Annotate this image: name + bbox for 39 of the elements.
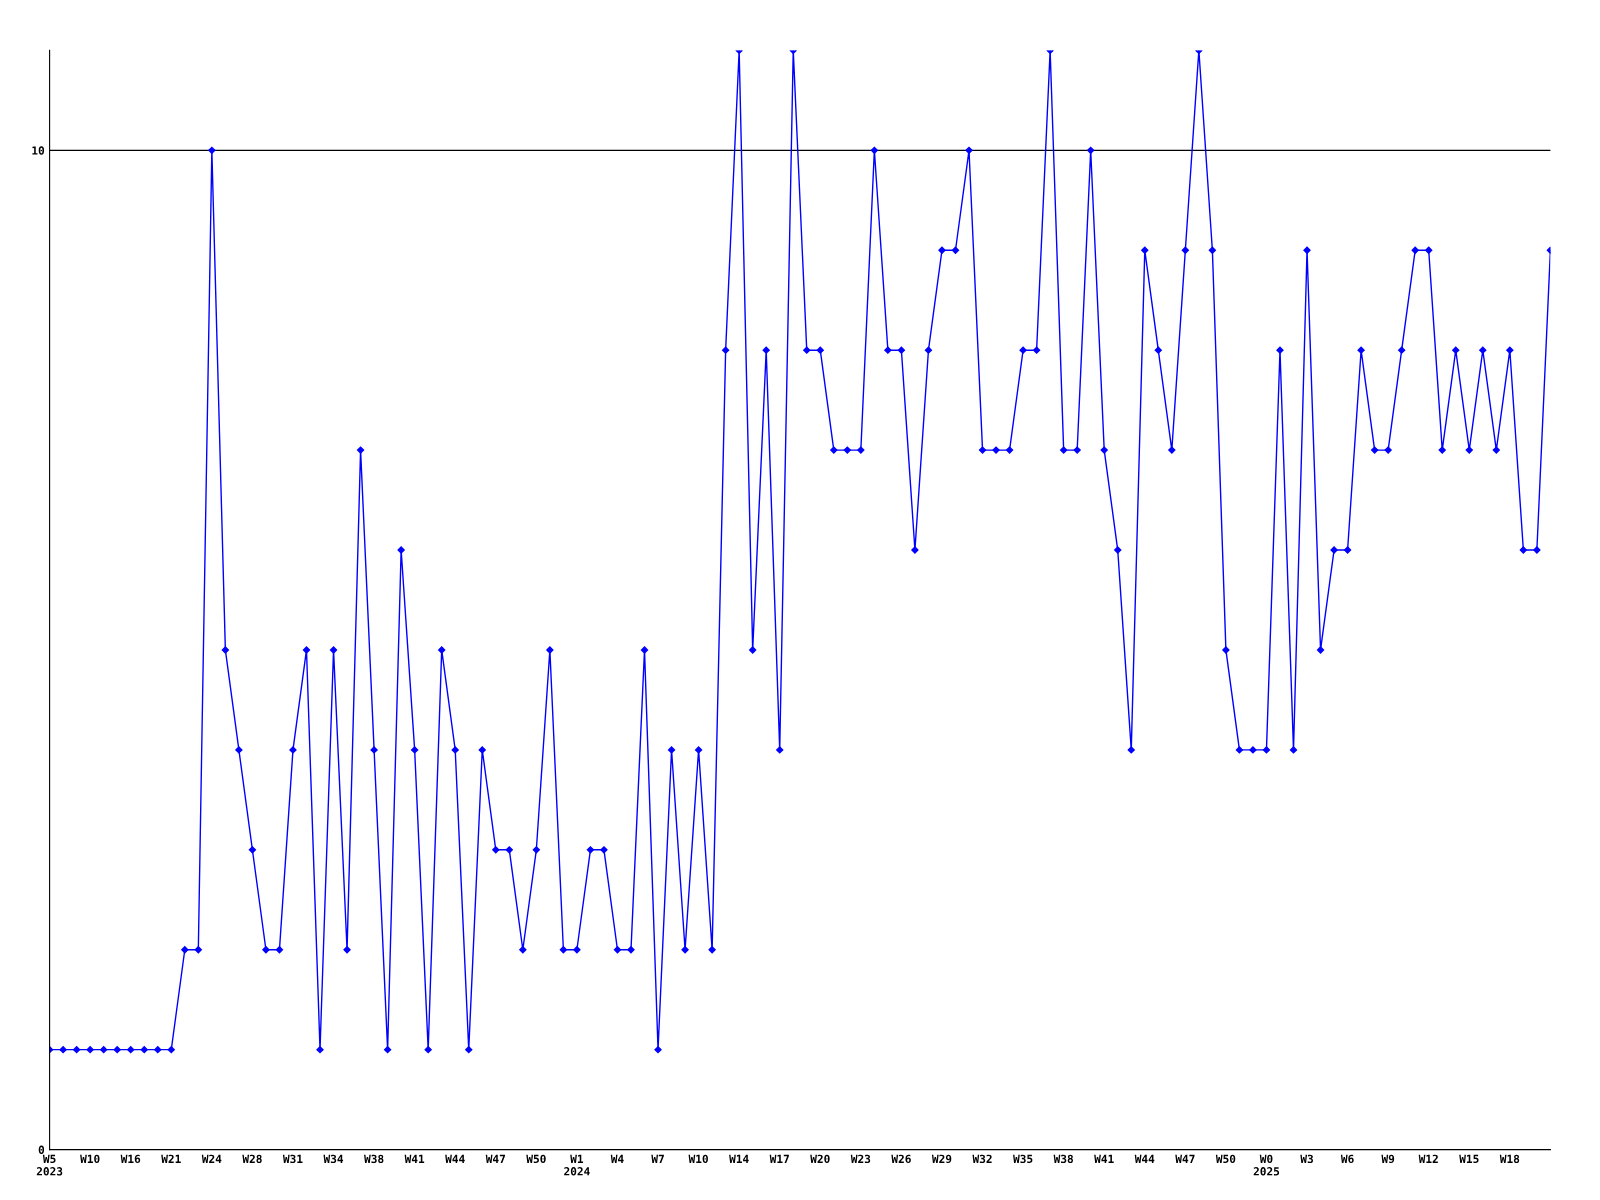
x-tick-label: W5 2023	[36, 1154, 63, 1176]
x-tick-label: W9	[1381, 1154, 1395, 1164]
x-tick-label: W50	[526, 1154, 546, 1164]
x-tick-label: W26	[891, 1154, 911, 1164]
x-tick-label: W29	[931, 1154, 952, 1164]
x-tick-label: W31	[282, 1154, 303, 1164]
x-tick-label: W10	[80, 1154, 100, 1164]
x-tick-label: W7	[651, 1154, 664, 1163]
x-tick-label: W28	[242, 1154, 262, 1164]
x-tick-label: W47	[485, 1154, 505, 1163]
x-tick-label: W0 2025	[1253, 1154, 1280, 1176]
x-tick-label: W21	[161, 1154, 181, 1163]
x-tick-label: W15	[1459, 1154, 1479, 1164]
x-tick-label: W4	[610, 1154, 624, 1163]
x-tick-label: W44	[445, 1154, 465, 1163]
x-tick-label: W3	[1300, 1154, 1313, 1164]
x-tick-label: W38	[1053, 1154, 1073, 1164]
x-tick-label: W6	[1340, 1154, 1354, 1164]
x-tick-label: W16	[120, 1154, 141, 1164]
x-tick-label: W14	[729, 1154, 749, 1163]
x-tick-label: W17	[769, 1154, 789, 1163]
x-tick-label: W34	[323, 1154, 344, 1164]
x-tick-label: W23	[850, 1154, 871, 1164]
x-tick-label: W44	[1134, 1154, 1155, 1163]
x-tick-label: W50	[1215, 1154, 1236, 1164]
x-tick-label: W41	[1094, 1154, 1114, 1163]
x-tick-label: W1 2024	[564, 1154, 590, 1176]
x-tick-label: W38	[364, 1154, 384, 1164]
x-tick-label: W10	[688, 1154, 708, 1164]
x-tick-label: W24	[201, 1154, 222, 1163]
x-tick-label: W18	[1499, 1154, 1520, 1164]
x-tick-label: W32	[972, 1154, 992, 1164]
x-tick-label: W41	[404, 1154, 425, 1163]
x-tick-label: W12	[1418, 1154, 1438, 1163]
x-tick-label: W20	[810, 1154, 830, 1164]
y-tick-label: 10	[32, 146, 45, 155]
x-tick-label: W47	[1175, 1154, 1195, 1163]
x-tick-label: W35	[1013, 1154, 1033, 1164]
y-tick-label: 0	[38, 1145, 45, 1154]
